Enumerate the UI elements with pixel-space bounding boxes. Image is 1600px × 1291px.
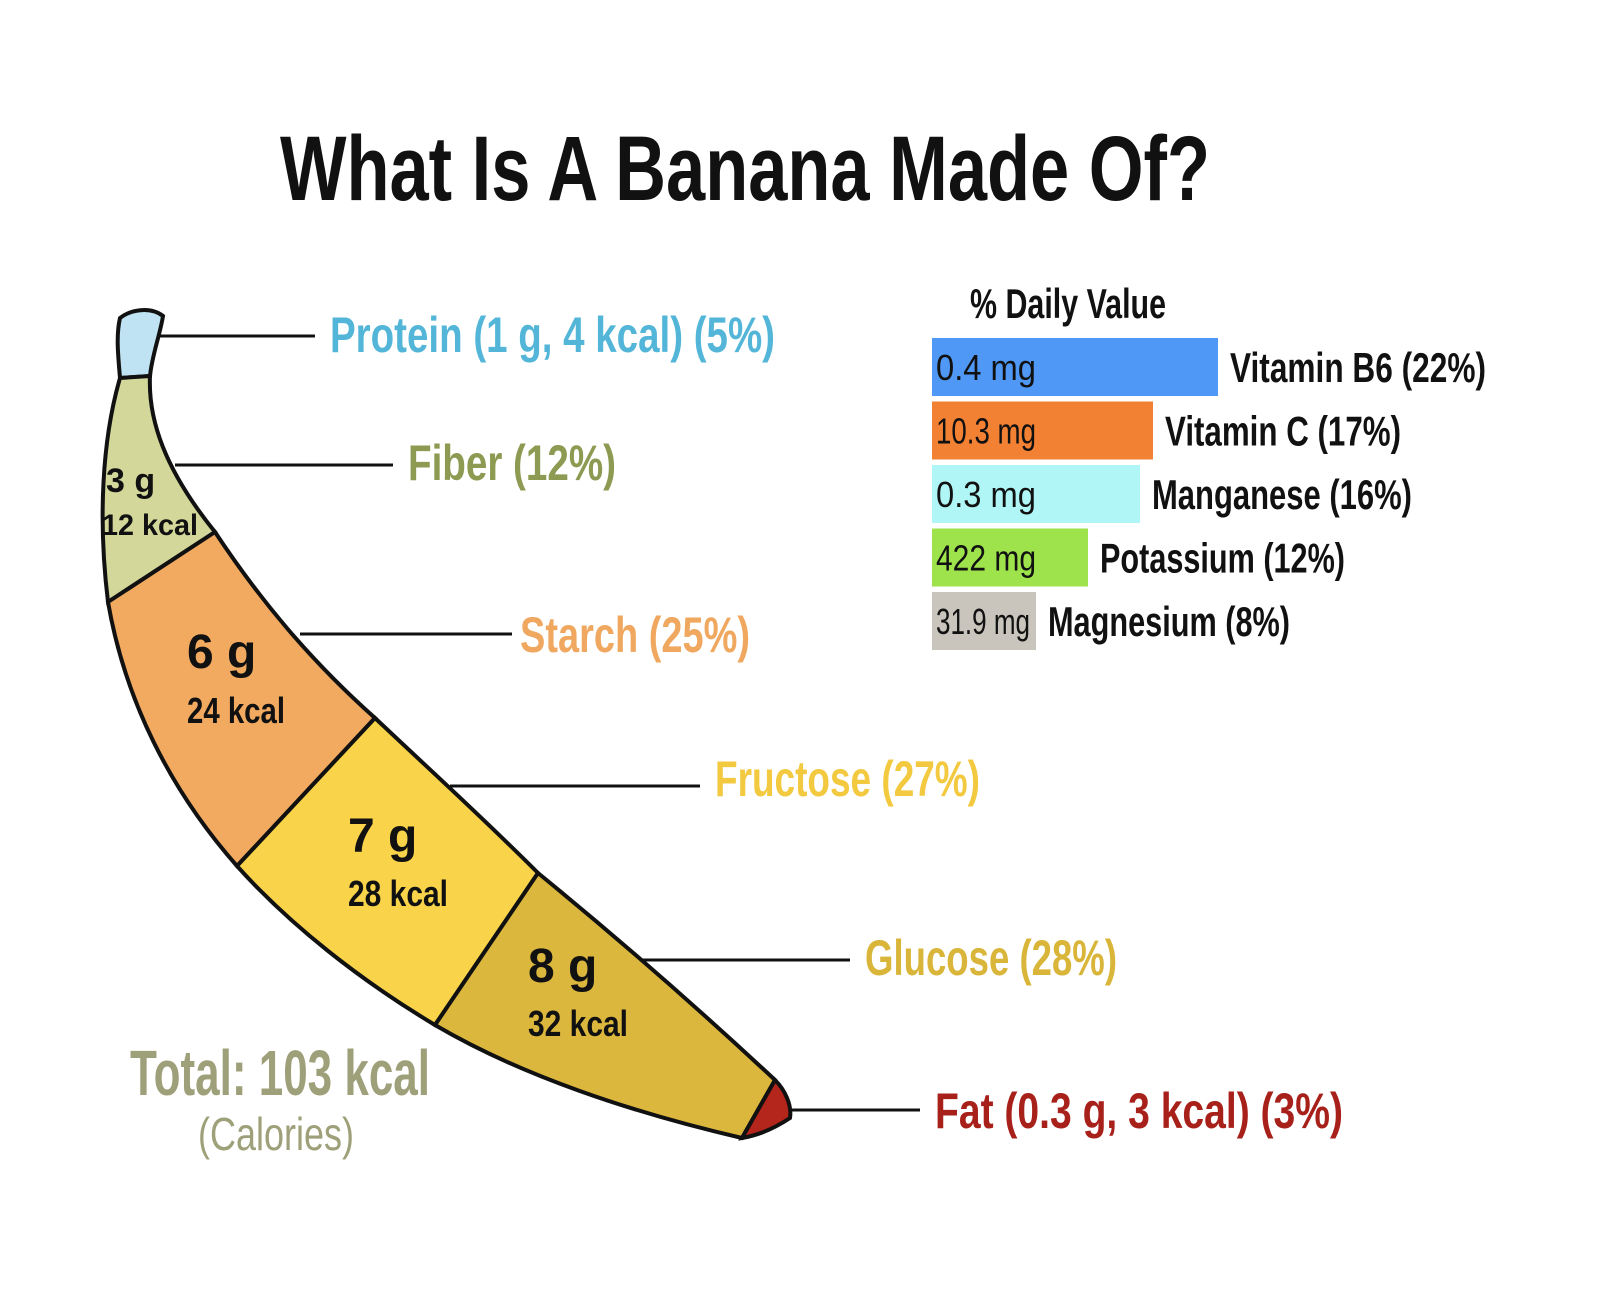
daily-value-title: % Daily Value	[970, 280, 1166, 327]
total-calories-unit: (Calories)	[198, 1108, 354, 1160]
dv-category-label: Potassium (12%)	[1100, 535, 1345, 582]
label-starch: Starch (25%)	[520, 607, 750, 663]
starch-grams: 6 g	[187, 626, 256, 679]
dv-bar-value-label: 0.4 mg	[936, 347, 1036, 388]
dv-category-label: Manganese (16%)	[1152, 471, 1412, 518]
dv-bar-1	[932, 401, 1153, 460]
dv-bar-3	[932, 528, 1088, 587]
glucose-grams: 8 g	[528, 940, 597, 993]
fiber-kcal: 12 kcal	[102, 509, 198, 542]
fructose-kcal: 28 kcal	[348, 873, 448, 914]
segment-name-labels: Protein (1 g, 4 kcal) (5%) Fiber (12%) S…	[330, 307, 1343, 1139]
leader-lines	[158, 334, 920, 1112]
daily-value-bars: 0.4 mg Vitamin B6 (22%) 10.3 mg Vitamin C (…	[932, 338, 1486, 650]
segment-protein	[115, 308, 166, 381]
label-fat: Fat (0.3 g, 3 kcal) (3%)	[935, 1083, 1343, 1139]
banana-shape	[100, 308, 793, 1141]
dv-bar-value-label: 31.9 mg	[936, 601, 1030, 642]
total-calories: Total: 103 kcal	[130, 1037, 430, 1109]
starch-kcal: 24 kcal	[187, 690, 285, 731]
label-glucose: Glucose (28%)	[865, 930, 1117, 986]
chart-title: What Is A Banana Made Of?	[280, 118, 1210, 220]
daily-value-chart: % Daily Value 0.4 mg Vitamin B6 (22%) 10.3…	[932, 280, 1486, 650]
fructose-grams: 7 g	[348, 810, 417, 863]
dv-bar-value-label: 0.3 mg	[936, 474, 1036, 515]
segment-value-labels: 3 g 12 kcal 6 g 24 kcal 7 g 28 kcal 8 g …	[102, 462, 628, 1044]
dv-category-label: Vitamin B6 (22%)	[1230, 344, 1486, 391]
segment-fat	[738, 1076, 793, 1141]
label-fiber: Fiber (12%)	[408, 435, 616, 491]
glucose-kcal: 32 kcal	[528, 1003, 628, 1044]
dv-category-label: Magnesium (8%)	[1048, 598, 1290, 645]
dv-bar-2	[932, 465, 1140, 523]
dv-bar-value-label: 422 mg	[936, 538, 1036, 579]
dv-bar-4	[932, 592, 1036, 650]
dv-category-label: Vitamin C (17%)	[1165, 408, 1401, 455]
label-fructose: Fructose (27%)	[715, 751, 980, 807]
dv-bar-0	[932, 338, 1218, 396]
label-protein: Protein (1 g, 4 kcal) (5%)	[330, 307, 775, 363]
fiber-grams: 3 g	[106, 462, 155, 500]
dv-bar-value-label: 10.3 mg	[936, 411, 1036, 452]
